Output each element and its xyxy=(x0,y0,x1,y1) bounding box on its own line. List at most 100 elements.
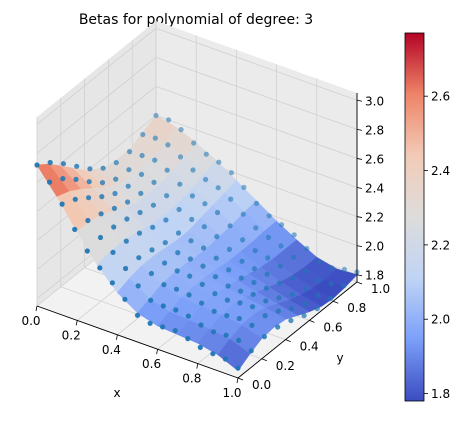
scatter-point xyxy=(302,301,308,307)
scatter-point xyxy=(210,329,217,335)
grid-line-z xyxy=(155,86,358,159)
scatter-point xyxy=(162,260,168,266)
scatter-point xyxy=(139,152,145,159)
scatter-point xyxy=(109,280,115,286)
scatter-point xyxy=(249,304,256,310)
scatter-point xyxy=(238,275,244,281)
scatter-point xyxy=(210,351,216,357)
scatter-point xyxy=(236,315,242,322)
scatter-point xyxy=(237,300,243,306)
scatter-point xyxy=(288,317,294,324)
y-tick-label: 1.0 xyxy=(371,282,390,296)
scatter-point xyxy=(123,265,129,272)
scatter-point xyxy=(199,300,205,306)
scatter-point xyxy=(301,312,307,319)
scatter-points xyxy=(34,112,360,371)
scatter-point xyxy=(150,202,156,208)
scatter-point xyxy=(328,281,334,287)
y-tick-label: 0.2 xyxy=(276,359,295,373)
z-tick xyxy=(356,216,363,218)
scatter-point xyxy=(303,268,309,274)
z-tick-label: 2.6 xyxy=(365,152,384,166)
x-axis-line xyxy=(36,305,239,379)
scatter-point xyxy=(100,165,106,171)
scatter-point xyxy=(163,217,169,223)
colorbar-tick-label: 1.8 xyxy=(431,387,450,401)
scatter-point xyxy=(175,250,181,256)
scatter-point xyxy=(341,283,347,289)
scatter-point xyxy=(161,282,167,288)
x-tick xyxy=(35,305,38,312)
scatter-point xyxy=(97,234,104,241)
scatter-point xyxy=(251,279,257,286)
scatter-point xyxy=(315,292,321,299)
grid-line-z xyxy=(36,27,157,125)
x-tick-label: 0.8 xyxy=(182,372,201,386)
scatter-point xyxy=(147,320,153,326)
x-tick-label: 1.0 xyxy=(222,386,241,400)
scatter-point xyxy=(110,249,116,255)
scatter-point xyxy=(212,274,219,280)
scatter-point xyxy=(187,273,193,279)
y-tick-label: 0.8 xyxy=(347,301,366,315)
scatter-point xyxy=(164,193,170,199)
y-tick xyxy=(237,377,244,381)
z-tick-label: 2.4 xyxy=(365,182,384,196)
scatter-point xyxy=(73,176,79,182)
scatter-point xyxy=(263,298,269,304)
scatter-point xyxy=(74,163,80,169)
scatter-point xyxy=(189,216,195,222)
scatter-point xyxy=(113,176,119,182)
scatter-point xyxy=(112,190,118,197)
scatter-point xyxy=(123,238,129,244)
scatter-point xyxy=(188,238,194,244)
scatter-point xyxy=(160,324,166,330)
scatter-point xyxy=(189,193,195,199)
scatter-point xyxy=(277,263,283,269)
scatter-point xyxy=(277,280,283,286)
scatter-point xyxy=(125,183,131,189)
z-tick-label: 1.8 xyxy=(365,269,384,283)
axes-3d: 0.00.20.40.60.81.00.00.20.40.60.81.01.82… xyxy=(21,21,390,400)
y-tick xyxy=(309,320,315,323)
scatter-point xyxy=(165,142,171,148)
scatter-point xyxy=(253,225,259,231)
scatter-point xyxy=(173,307,179,313)
z-tick xyxy=(356,99,363,102)
scatter-point xyxy=(150,224,156,230)
y-axis-label: y xyxy=(336,351,343,365)
scatter-point xyxy=(203,151,209,157)
scatter-point xyxy=(111,224,117,230)
scatter-point xyxy=(276,295,282,301)
colorbar-tick-label: 2.6 xyxy=(431,90,450,104)
y-axis-line xyxy=(237,281,358,379)
scatter-point xyxy=(185,336,191,342)
scatter-point xyxy=(241,184,247,190)
grid-line-z xyxy=(36,57,157,154)
scatter-point xyxy=(152,157,158,163)
y-tick xyxy=(261,358,267,362)
scatter-point xyxy=(228,196,234,202)
scatter-point xyxy=(216,159,222,165)
scatter-point xyxy=(251,266,258,272)
z-tick-label: 3.0 xyxy=(365,94,384,108)
scatter-point xyxy=(228,170,234,176)
chart-title: Betas for polynomial of degree: 3 xyxy=(79,12,313,28)
scatter-point xyxy=(290,275,296,281)
scatter-point xyxy=(200,263,206,269)
scatter-point xyxy=(135,283,141,289)
axis-ticks: 0.00.20.40.60.81.00.00.20.40.60.81.01.82… xyxy=(21,94,390,400)
scatter-point xyxy=(214,234,220,240)
scatter-point xyxy=(265,234,271,240)
scatter-point xyxy=(288,306,295,312)
scatter-point xyxy=(99,180,106,186)
scatter-point xyxy=(148,297,154,303)
scatter-point xyxy=(198,322,204,328)
scatter-point xyxy=(98,211,104,217)
scatter-point xyxy=(113,160,119,166)
y-tick xyxy=(333,300,339,304)
colorbar-gradient xyxy=(404,32,425,402)
y-tick-label: 0.6 xyxy=(323,320,342,334)
scatter-point xyxy=(190,167,196,173)
scatter-point xyxy=(197,344,203,350)
